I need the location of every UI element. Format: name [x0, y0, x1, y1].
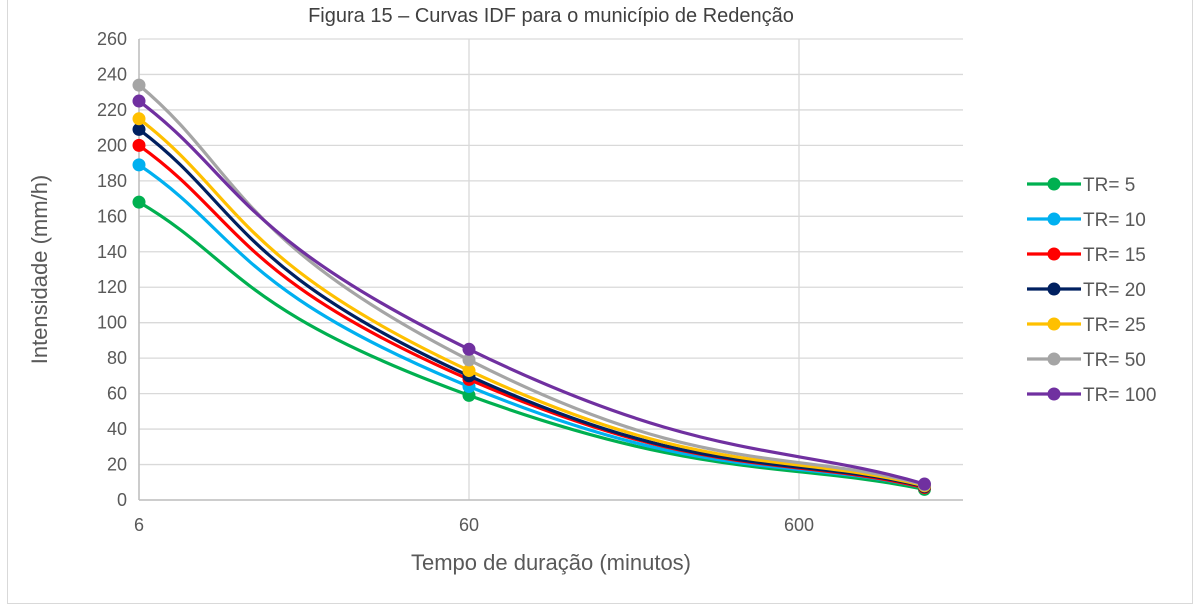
y-tick-label: 100 [97, 313, 127, 333]
legend-marker [1047, 352, 1061, 366]
y-tick-label: 0 [117, 490, 127, 510]
legend-label: TR= 25 [1083, 315, 1146, 336]
x-tick-label: 60 [459, 515, 479, 535]
legend-marker [1047, 387, 1061, 401]
legend-item: TR= 20 [1027, 280, 1146, 301]
legend-item: TR= 25 [1027, 315, 1146, 336]
data-point [132, 94, 146, 108]
legend: TR= 5 TR= 10 TR= 15 TR= 20 TR= 25 TR= 50 TR= 1… [1027, 175, 1156, 406]
legend-label: TR= 15 [1083, 245, 1146, 266]
plot-series [132, 78, 931, 496]
data-point [462, 353, 476, 367]
idf-chart: Figura 15 – Curvas IDF para o município … [27, 5, 1156, 575]
y-tick-label: 160 [97, 206, 127, 226]
data-point [132, 78, 146, 92]
data-point [132, 158, 146, 172]
data-point [462, 342, 476, 356]
x-tick-label: 600 [784, 515, 814, 535]
data-point [132, 122, 146, 136]
x-tick-label: 6 [134, 515, 144, 535]
data-point [132, 138, 146, 152]
series-line [138, 117, 925, 488]
y-tick-label: 40 [107, 419, 127, 439]
gridlines [138, 38, 963, 501]
y-tick-label: 220 [97, 100, 127, 120]
series-3 [132, 122, 931, 494]
series-line [138, 144, 925, 490]
data-point [462, 364, 476, 378]
series-line [138, 128, 925, 489]
legend-marker [1047, 177, 1061, 191]
axes: 0 20 40 60 80 100 120 140 160 180 200 220 240 260 6 60 6… [97, 29, 963, 535]
legend-marker [1047, 212, 1061, 226]
x-axis-title: Tempo de duração (minutos) [411, 550, 691, 575]
data-point [917, 477, 931, 491]
y-tick-label: 60 [107, 384, 127, 404]
legend-item: TR= 10 [1027, 210, 1146, 231]
y-tick-label: 240 [97, 64, 127, 84]
legend-marker [1047, 282, 1061, 296]
series-4 [132, 112, 931, 493]
y-tick-label: 20 [107, 455, 127, 475]
legend-label: TR= 20 [1083, 280, 1146, 301]
legend-label: TR= 10 [1083, 210, 1146, 231]
legend-item: TR= 5 [1027, 175, 1135, 196]
y-tick-label: 80 [107, 348, 127, 368]
legend-marker [1047, 317, 1061, 331]
legend-item: TR= 100 [1027, 385, 1156, 406]
legend-marker [1047, 247, 1061, 261]
y-tick-label: 200 [97, 135, 127, 155]
legend-label: TR= 5 [1083, 175, 1135, 196]
y-tick-label: 140 [97, 242, 127, 262]
chart-area: Figura 15 – Curvas IDF para o município … [7, 0, 1193, 604]
legend-item: TR= 50 [1027, 350, 1146, 371]
legend-label: TR= 100 [1083, 385, 1156, 406]
series-6 [132, 94, 931, 491]
chart-title: Figura 15 – Curvas IDF para o município … [308, 5, 794, 27]
y-tick-label: 120 [97, 277, 127, 297]
data-point [132, 112, 146, 126]
y-axis-title: Intensidade (mm/h) [27, 175, 52, 365]
y-tick-label: 260 [97, 29, 127, 49]
series-2 [132, 138, 931, 495]
legend-label: TR= 50 [1083, 350, 1146, 371]
legend-item: TR= 15 [1027, 245, 1146, 266]
y-tick-label: 180 [97, 171, 127, 191]
data-point [132, 195, 146, 209]
